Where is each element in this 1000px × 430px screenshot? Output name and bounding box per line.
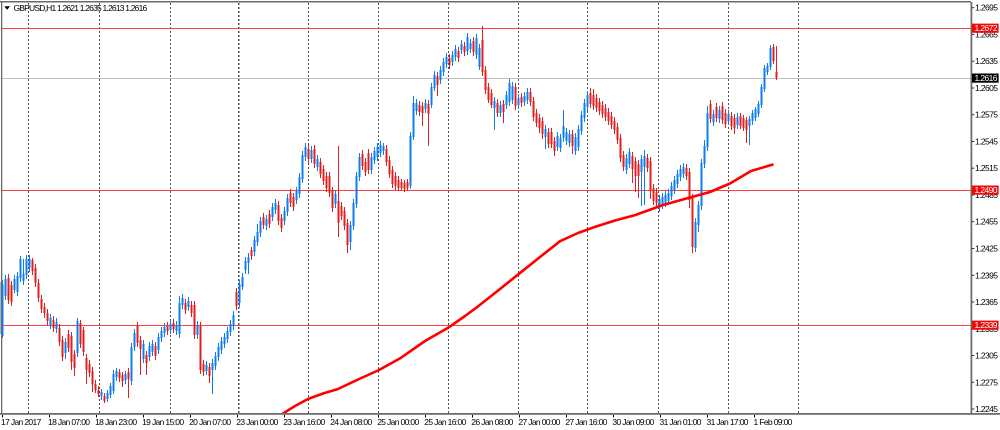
svg-text:1.2605: 1.2605 — [975, 83, 998, 93]
svg-text:1 Feb 09:00: 1 Feb 09:00 — [754, 417, 793, 427]
svg-text:1.2245: 1.2245 — [975, 404, 998, 414]
svg-text:1.2275: 1.2275 — [975, 377, 998, 387]
svg-text:1.2545: 1.2545 — [975, 137, 998, 147]
svg-text:1.2616: 1.2616 — [975, 73, 998, 83]
svg-text:27 Jan 16:00: 27 Jan 16:00 — [565, 417, 607, 427]
svg-text:31 Jan 01:00: 31 Jan 01:00 — [660, 417, 702, 427]
svg-text:23 Jan 16:00: 23 Jan 16:00 — [283, 417, 325, 427]
svg-text:1.2672: 1.2672 — [975, 23, 998, 33]
svg-text:1.2635: 1.2635 — [975, 56, 998, 66]
svg-text:27 Jan 00:00: 27 Jan 00:00 — [518, 417, 560, 427]
svg-text:GBPUSD,H1 1.2621 1.2635 1.261: GBPUSD,H1 1.2621 1.2635 1.2613 1.2616 — [14, 3, 148, 13]
svg-text:25 Jan 16:00: 25 Jan 16:00 — [424, 417, 466, 427]
svg-text:1.2490: 1.2490 — [975, 185, 998, 195]
svg-text:30 Jan 09:00: 30 Jan 09:00 — [612, 417, 654, 427]
svg-text:1.2695: 1.2695 — [975, 3, 998, 13]
svg-text:25 Jan 00:00: 25 Jan 00:00 — [377, 417, 419, 427]
svg-text:1.2575: 1.2575 — [975, 110, 998, 120]
svg-text:26 Jan 08:00: 26 Jan 08:00 — [471, 417, 513, 427]
svg-text:19 Jan 15:00: 19 Jan 15:00 — [142, 417, 184, 427]
svg-text:1.2365: 1.2365 — [975, 297, 998, 307]
svg-text:24 Jan 08:00: 24 Jan 08:00 — [330, 417, 372, 427]
svg-text:1.2455: 1.2455 — [975, 217, 998, 227]
svg-text:23 Jan 00:00: 23 Jan 00:00 — [236, 417, 278, 427]
svg-text:20 Jan 07:00: 20 Jan 07:00 — [189, 417, 231, 427]
svg-text:1.2339: 1.2339 — [975, 320, 998, 330]
svg-text:17 Jan 2017: 17 Jan 2017 — [1, 417, 42, 427]
svg-text:1.2305: 1.2305 — [975, 351, 998, 361]
svg-text:18 Jan 07:00: 18 Jan 07:00 — [48, 417, 90, 427]
svg-text:1.2515: 1.2515 — [975, 163, 998, 173]
svg-text:31 Jan 17:00: 31 Jan 17:00 — [707, 417, 749, 427]
svg-text:1.2425: 1.2425 — [975, 244, 998, 254]
svg-text:18 Jan 23:00: 18 Jan 23:00 — [95, 417, 137, 427]
svg-text:1.2665: 1.2665 — [975, 29, 998, 39]
svg-text:1.2395: 1.2395 — [975, 270, 998, 280]
svg-text:1.2485: 1.2485 — [975, 190, 998, 200]
